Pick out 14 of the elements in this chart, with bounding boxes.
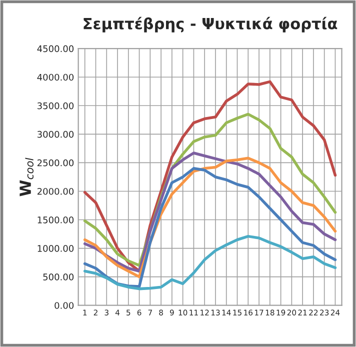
- y-tick-label: 0.00: [54, 302, 74, 309]
- line-series: [83, 167, 337, 288]
- y-axis-title: W$_{cool}$: [20, 158, 34, 196]
- y-tick-label: 3500.00: [38, 102, 74, 110]
- y-tick-label: 4000.00: [37, 74, 74, 81]
- y-tick-label: 1000.00: [38, 245, 74, 252]
- y-tick-label: 2000.00: [37, 188, 74, 195]
- y-tick-label: 1500.00: [38, 216, 74, 224]
- y-tick-label: 500.00: [43, 274, 74, 280]
- y-tick-label: 4500.00: [37, 45, 74, 52]
- y-tick-label: 3000.00: [38, 130, 74, 138]
- line-series: [83, 234, 337, 290]
- y-tick-label: 2500.00: [37, 159, 74, 166]
- chart-title: Σεμπτέβρης - Ψυκτικά φορτία: [84, 16, 338, 32]
